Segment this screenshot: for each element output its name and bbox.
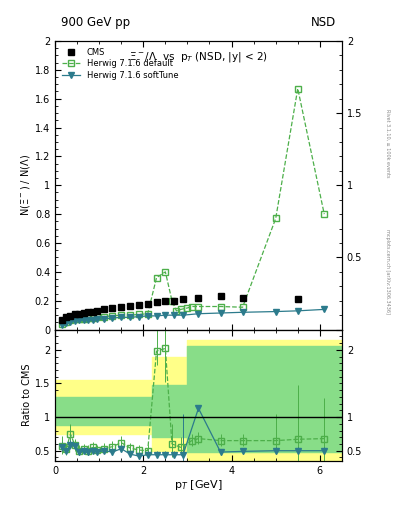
X-axis label: p$_T$ [GeV]: p$_T$ [GeV] (174, 478, 223, 493)
Text: $\Xi^-/\Lambda$  vs  p$_T$ (NSD, |y| < 2): $\Xi^-/\Lambda$ vs p$_T$ (NSD, |y| < 2) (129, 50, 268, 63)
Text: Rivet 3.1.10, ≥ 100k events: Rivet 3.1.10, ≥ 100k events (385, 109, 390, 178)
Text: 900 GeV pp: 900 GeV pp (61, 16, 130, 29)
Y-axis label: Ratio to CMS: Ratio to CMS (22, 364, 32, 426)
Legend: CMS, Herwig 7.1.6 default, Herwig 7.1.6 softTune: CMS, Herwig 7.1.6 default, Herwig 7.1.6 … (59, 45, 181, 82)
Y-axis label: N(Ξ$^-$) / N(Λ): N(Ξ$^-$) / N(Λ) (19, 154, 32, 216)
Text: mcplots.cern.ch [arXiv:1306.3436]: mcplots.cern.ch [arXiv:1306.3436] (385, 229, 390, 314)
Text: NSD: NSD (311, 16, 336, 29)
